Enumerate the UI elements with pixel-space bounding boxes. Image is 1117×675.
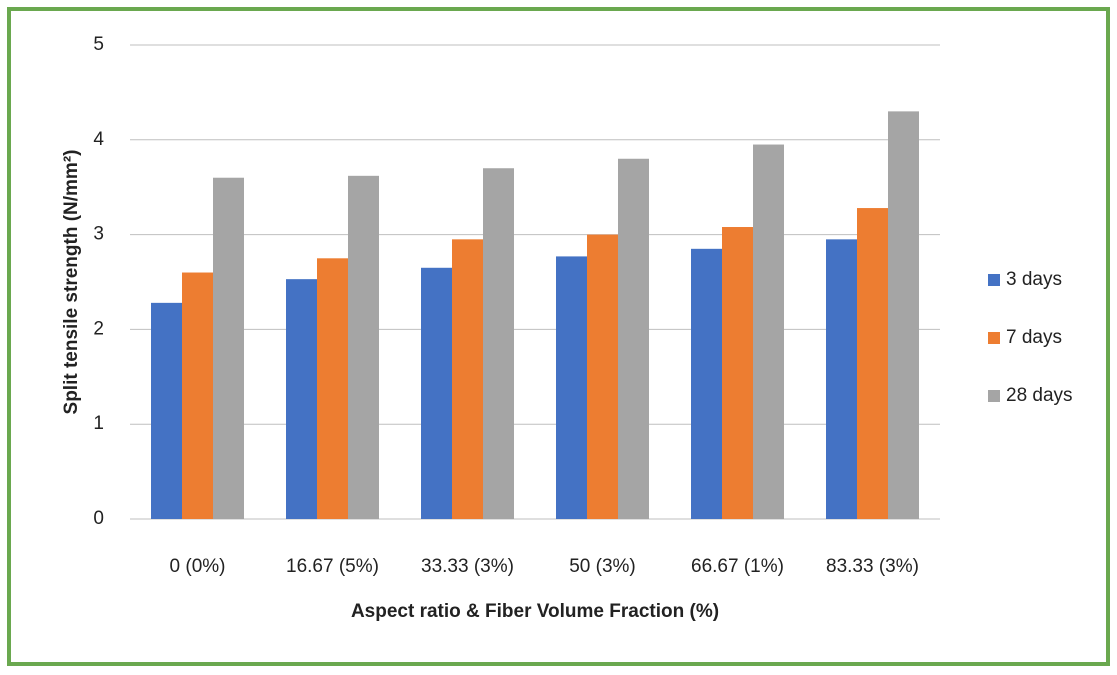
legend-swatch [988, 332, 1000, 344]
bar [556, 256, 587, 519]
bar [348, 175, 379, 519]
bar [317, 258, 348, 519]
bar [618, 158, 649, 519]
x-tick-label: 16.67 (5%) [286, 556, 379, 577]
y-tick-label: 4 [93, 129, 104, 150]
y-tick-label: 3 [93, 224, 104, 245]
x-tick-label: 83.33 (3%) [826, 556, 919, 577]
bar [753, 144, 784, 520]
bar [452, 239, 483, 519]
x-tick-label: 33.33 (3%) [421, 556, 514, 577]
bar [691, 248, 722, 519]
y-tick-label: 2 [93, 318, 104, 339]
y-tick-label: 5 [93, 34, 104, 55]
bar [213, 177, 244, 519]
bar [421, 267, 452, 519]
bar [888, 111, 919, 520]
x-tick-label: 66.67 (1%) [691, 556, 784, 577]
bar [483, 168, 514, 520]
legend-swatch [988, 390, 1000, 402]
y-tick-label: 1 [93, 413, 104, 434]
y-axis-title: Split tensile strength (N/mm²) [61, 150, 82, 415]
y-tick-label: 0 [93, 508, 104, 529]
legend-label: 28 days [1006, 385, 1073, 406]
x-tick-label: 50 (3%) [569, 556, 636, 577]
x-axis-title: Aspect ratio & Fiber Volume Fraction (%) [351, 601, 719, 622]
legend-label: 3 days [1006, 269, 1062, 290]
legend-swatch [988, 274, 1000, 286]
bar [587, 234, 618, 519]
bar [857, 208, 888, 519]
legend-label: 7 days [1006, 327, 1062, 348]
bar [286, 279, 317, 519]
x-tick-label: 0 (0%) [170, 556, 226, 577]
bar [151, 302, 182, 519]
bar [826, 239, 857, 519]
bar [182, 272, 213, 519]
bar [722, 227, 753, 520]
